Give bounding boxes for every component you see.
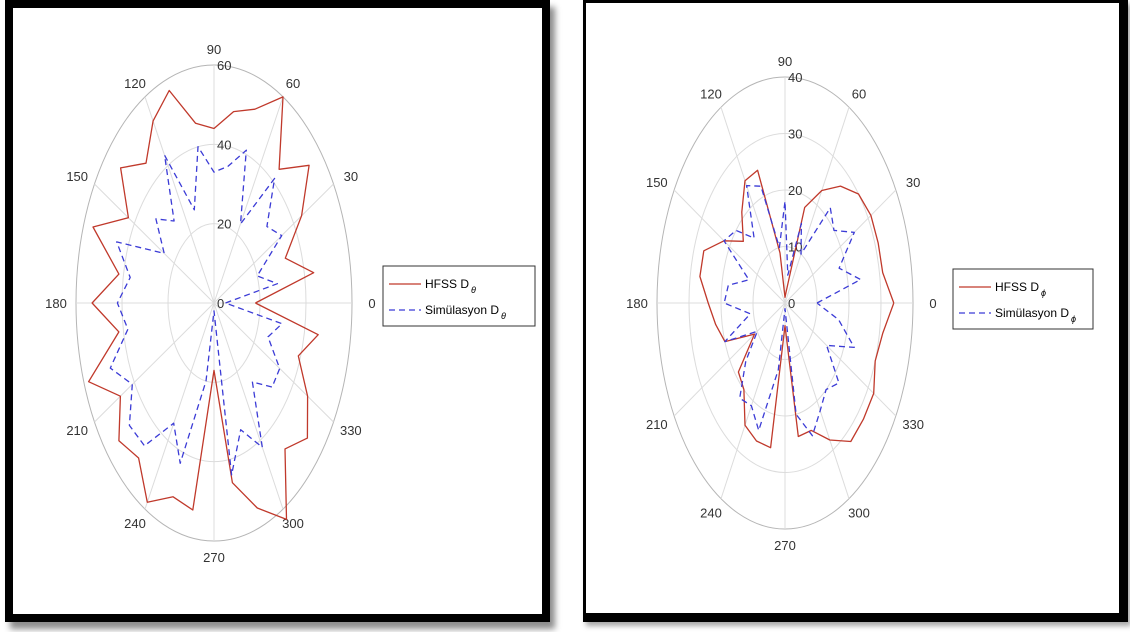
radial-tick-label: 60 bbox=[217, 58, 231, 73]
angular-tick-label: 330 bbox=[340, 423, 362, 438]
legend-series-subscript: θ bbox=[501, 311, 506, 321]
angular-tick-label: 330 bbox=[902, 417, 924, 432]
angular-grid-spoke bbox=[784, 189, 897, 304]
angular-tick-label: 30 bbox=[906, 175, 920, 190]
angular-grid-spoke bbox=[213, 302, 284, 510]
series-line-simulasyon bbox=[723, 184, 862, 437]
angular-tick-label: 150 bbox=[646, 175, 668, 190]
radial-tick-label: 30 bbox=[788, 127, 802, 142]
series-line-hfss bbox=[87, 89, 319, 521]
legend-series-subscript: ϕ bbox=[1071, 314, 1076, 324]
left-polar-plot: 03060901201501802102402703003300204060HF… bbox=[45, 42, 536, 565]
legend-box bbox=[382, 265, 536, 327]
angular-grid-spoke bbox=[673, 189, 786, 304]
angular-tick-label: 210 bbox=[66, 423, 88, 438]
angular-grid-spoke bbox=[720, 107, 786, 304]
angular-grid-spoke bbox=[213, 96, 284, 304]
radial-tick-label: 40 bbox=[788, 70, 802, 85]
legend-series-name: HFSS D bbox=[995, 280, 1039, 294]
angular-grid-spoke bbox=[784, 302, 850, 499]
angular-grid-spoke bbox=[673, 302, 786, 417]
series-line-simulasyon bbox=[109, 146, 283, 476]
legend-series-name: HFSS D bbox=[425, 277, 469, 291]
angular-tick-label: 30 bbox=[344, 169, 358, 184]
left-chart-panel: 0 30 60 90 120 150 180 210 240 270 300 330 0 20 40 60 HF… bbox=[5, 0, 550, 622]
series-line-hfss bbox=[699, 169, 895, 449]
angular-grid-spoke bbox=[144, 96, 215, 304]
right-polar-plot: 0306090120150180210240270300330010203040… bbox=[626, 54, 1094, 553]
angular-tick-label: 0 bbox=[929, 296, 936, 311]
right-chart-panel: 0 30 60 90 120 150 180 210 240 270 300 330 0 10 20 30 40… bbox=[583, 0, 1128, 622]
angular-tick-label: 240 bbox=[124, 516, 146, 531]
legend-series-subscript: ϕ bbox=[1041, 288, 1046, 298]
angular-tick-label: 180 bbox=[626, 296, 648, 311]
angular-tick-label: 120 bbox=[124, 76, 146, 91]
angular-tick-label: 90 bbox=[207, 42, 221, 57]
angular-tick-label: 120 bbox=[700, 86, 722, 101]
angular-tick-label: 60 bbox=[286, 76, 300, 91]
angular-grid-spoke bbox=[784, 302, 897, 417]
angular-tick-label: 180 bbox=[45, 296, 67, 311]
radial-tick-label: 40 bbox=[217, 137, 231, 152]
angular-grid-spoke bbox=[94, 183, 215, 304]
angular-tick-label: 240 bbox=[700, 506, 722, 521]
legend-series-subscript: θ bbox=[471, 285, 476, 295]
angular-tick-label: 0 bbox=[368, 296, 375, 311]
radial-tick-label: 0 bbox=[788, 296, 795, 311]
radial-tick-label: 20 bbox=[217, 217, 231, 232]
angular-grid-spoke bbox=[784, 107, 850, 304]
angular-tick-label: 300 bbox=[848, 506, 870, 521]
angular-tick-label: 90 bbox=[778, 54, 792, 69]
angular-grid-spoke bbox=[213, 183, 334, 304]
angular-tick-label: 210 bbox=[646, 417, 668, 432]
radial-tick-label: 0 bbox=[217, 296, 224, 311]
legend-box bbox=[952, 268, 1094, 330]
angular-grid-spoke bbox=[144, 302, 215, 510]
radial-tick-label: 20 bbox=[788, 183, 802, 198]
angular-grid-spoke bbox=[720, 302, 786, 499]
legend-series-name: Simülasyon D bbox=[425, 303, 499, 317]
angular-grid-spoke bbox=[94, 302, 215, 423]
legend-series-name: Simülasyon D bbox=[995, 306, 1069, 320]
angular-tick-label: 60 bbox=[852, 86, 866, 101]
angular-grid-spoke bbox=[213, 302, 334, 423]
angular-tick-label: 270 bbox=[774, 538, 796, 553]
angular-tick-label: 300 bbox=[282, 516, 304, 531]
angular-tick-label: 270 bbox=[203, 550, 225, 565]
angular-tick-label: 150 bbox=[66, 169, 88, 184]
